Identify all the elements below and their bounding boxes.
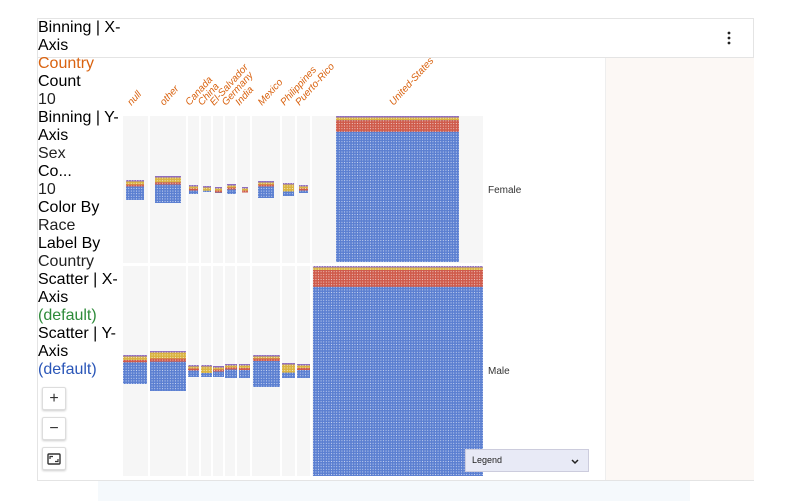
dot-block xyxy=(150,351,186,391)
dot-block xyxy=(282,363,295,378)
dot-overlay xyxy=(283,183,294,196)
dot-overlay xyxy=(258,181,274,198)
toolbar-field[interactable]: Binning | Y-Axis Sex xyxy=(38,109,130,163)
fit-icon xyxy=(47,453,61,465)
toolbar-field[interactable]: Scatter | X-Axis (default) xyxy=(38,271,131,325)
dot-overlay xyxy=(242,187,248,192)
dot-block xyxy=(201,365,212,377)
dot-block xyxy=(313,266,483,476)
side-panel xyxy=(605,58,754,480)
dot-overlay xyxy=(215,187,222,193)
column-label: United-States xyxy=(388,56,437,108)
legend-label: Legend xyxy=(472,455,503,465)
dot-overlay xyxy=(126,180,144,200)
toolbar-field[interactable]: Scatter | Y-Axis (default) xyxy=(38,325,131,379)
dot-overlay xyxy=(155,176,181,203)
fit-button[interactable] xyxy=(42,447,66,470)
dot-overlay xyxy=(150,351,186,391)
dot-block xyxy=(213,366,224,377)
field-value: 10 xyxy=(38,91,56,108)
dot-overlay xyxy=(239,364,250,378)
column-label: null xyxy=(126,89,145,109)
dot-block xyxy=(126,180,144,200)
dot-overlay xyxy=(213,366,224,377)
dot-overlay xyxy=(253,355,280,387)
dot-overlay xyxy=(336,116,459,262)
dot-overlay xyxy=(299,185,308,193)
dot-block xyxy=(225,364,237,378)
dot-block xyxy=(123,355,147,384)
toolbar-field[interactable]: Binning | X-Axis Country xyxy=(38,19,130,73)
field-value: (default) xyxy=(38,307,97,324)
column-label: other xyxy=(158,83,182,108)
toolbar-field[interactable]: Label By Country xyxy=(38,235,131,271)
field-label: Scatter | X-Axis xyxy=(38,271,118,306)
dot-overlay xyxy=(227,184,236,194)
dot-overlay xyxy=(123,355,147,384)
row-label: Female xyxy=(488,185,522,196)
field-value: Sex xyxy=(38,145,66,162)
field-label: Label By xyxy=(38,235,101,252)
field-label: Scatter | Y-Axis xyxy=(38,325,116,360)
dot-block xyxy=(155,176,181,203)
dot-block xyxy=(299,185,308,193)
dot-block xyxy=(239,364,250,378)
dot-block xyxy=(258,181,274,198)
dot-overlay xyxy=(189,185,198,194)
dot-overlay xyxy=(297,364,310,378)
dot-block xyxy=(242,187,248,193)
chevron xyxy=(571,459,579,465)
field-label: Binning | Y-Axis xyxy=(38,109,119,144)
menu-icon[interactable] xyxy=(724,29,734,49)
field-value: Country xyxy=(38,55,95,72)
dot-overlay xyxy=(282,363,295,378)
field-label: Binning | X-Axis xyxy=(38,19,121,54)
dot-block xyxy=(215,187,222,193)
legend-dropdown[interactable]: Legend xyxy=(465,449,589,472)
dot-block xyxy=(253,355,280,387)
row-label: Male xyxy=(488,366,510,377)
field-value: (default) xyxy=(38,361,97,378)
field-label: Color By xyxy=(38,199,100,216)
dot-overlay xyxy=(203,186,211,192)
dot-overlay xyxy=(225,364,237,378)
dot-block xyxy=(336,116,459,262)
bottom-strip xyxy=(98,481,690,501)
field-value: Race xyxy=(38,217,76,234)
dot-block xyxy=(203,186,211,192)
dot-block xyxy=(189,185,198,194)
toolbar-field[interactable]: Color By Race xyxy=(38,199,130,235)
dot-block xyxy=(227,184,236,194)
zoom-in-button[interactable]: + xyxy=(42,387,66,410)
dot-block xyxy=(283,183,294,196)
dot-overlay xyxy=(188,365,199,377)
dot-block xyxy=(297,364,310,378)
toolbar: Binning | X-Axis Country Count 10 Binning | … xyxy=(38,19,753,378)
field-value: Country xyxy=(38,253,95,270)
dot-overlay xyxy=(313,266,483,476)
field-value: 10 xyxy=(38,181,56,198)
dot-overlay xyxy=(201,365,212,377)
dot-block xyxy=(188,365,199,377)
zoom-out-button[interactable]: − xyxy=(42,417,66,440)
